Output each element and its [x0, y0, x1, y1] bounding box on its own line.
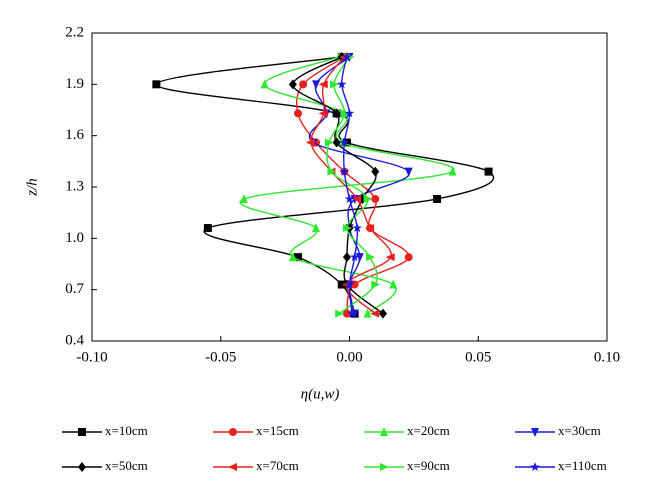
x-tick-label: 0.00 — [336, 349, 362, 365]
legend-marker — [228, 463, 237, 471]
data-point — [335, 309, 345, 318]
data-point — [288, 79, 297, 90]
y-tick-label: 2.2 — [65, 24, 84, 40]
legend-label: x=90cm — [407, 458, 450, 473]
data-point — [288, 252, 297, 262]
series-line — [292, 56, 384, 315]
data-point — [299, 80, 308, 89]
data-point — [312, 80, 321, 90]
legend-marker — [380, 427, 388, 436]
data-point — [365, 224, 375, 233]
x-tick-label: 0.05 — [465, 349, 491, 365]
legend-label: x=50cm — [105, 458, 148, 473]
series-line — [295, 56, 410, 314]
legend-label: x=70cm — [256, 458, 299, 473]
data-point — [484, 167, 493, 176]
series-line — [155, 56, 495, 314]
data-point — [312, 223, 321, 233]
y-axis-label: z/h — [24, 178, 40, 197]
data-point — [324, 138, 334, 147]
data-point — [332, 137, 341, 148]
data-point — [355, 253, 364, 263]
data-point — [337, 280, 346, 289]
data-point — [342, 252, 351, 263]
data-point — [339, 137, 350, 147]
legend-label: x=30cm — [558, 423, 601, 438]
x-tick-label: -0.05 — [205, 349, 236, 365]
data-point — [318, 109, 328, 118]
x-axis-label: η(u,w) — [301, 386, 340, 402]
data-point — [433, 194, 442, 203]
data-point — [294, 253, 302, 262]
data-point — [342, 309, 351, 318]
data-point — [294, 109, 302, 118]
y-tick-label: 1.9 — [65, 76, 84, 92]
data-point — [404, 253, 413, 262]
series-line — [310, 56, 392, 315]
data-point — [344, 193, 355, 204]
data-point — [378, 308, 387, 319]
legend-marker — [78, 428, 86, 436]
data-point — [370, 309, 380, 318]
data-point — [366, 253, 376, 262]
data-point — [363, 308, 372, 318]
data-point — [404, 167, 413, 177]
data-point — [371, 166, 380, 177]
legend-marker — [380, 463, 389, 471]
series-line — [326, 56, 378, 315]
data-point — [352, 223, 362, 233]
data-point — [337, 79, 347, 89]
data-point — [350, 280, 359, 289]
data-point — [305, 138, 315, 147]
legend-label: x=20cm — [407, 423, 450, 438]
data-point — [203, 224, 212, 233]
legend-label: x=110cm — [558, 458, 607, 473]
legend-label: x=10cm — [105, 423, 148, 438]
data-point — [371, 280, 381, 289]
legend-marker — [530, 462, 540, 472]
y-tick-label: 0.7 — [65, 281, 84, 297]
y-tick-label: 1.3 — [65, 178, 84, 194]
y-tick-label: 1.0 — [65, 230, 84, 246]
data-point — [389, 279, 398, 289]
data-point — [342, 51, 352, 62]
data-point — [332, 108, 341, 119]
legend-label: x=15cm — [256, 423, 299, 438]
legend-marker — [78, 462, 86, 472]
data-point — [344, 279, 355, 289]
data-point — [352, 194, 362, 203]
data-point — [385, 253, 395, 262]
legend-marker — [531, 428, 539, 437]
legend-marker — [229, 428, 237, 436]
data-point — [448, 166, 457, 176]
x-tick-label: 0.10 — [594, 349, 620, 365]
data-point — [152, 80, 161, 89]
data-point — [340, 109, 350, 118]
data-point — [342, 224, 352, 233]
y-tick-label: 1.6 — [65, 127, 84, 143]
series-line — [341, 56, 359, 314]
data-point — [363, 194, 373, 203]
data-point — [347, 308, 357, 318]
y-tick-label: 0.4 — [65, 332, 84, 348]
series-line — [308, 56, 410, 314]
x-tick-label: -0.10 — [76, 349, 107, 365]
series-line — [239, 56, 455, 315]
data-point — [318, 80, 328, 89]
data-point — [371, 194, 380, 203]
data-point — [239, 193, 248, 203]
data-point — [327, 167, 337, 176]
data-point — [349, 252, 360, 262]
data-point — [330, 80, 340, 89]
data-point — [260, 79, 269, 89]
data-point — [339, 166, 350, 176]
data-point — [344, 108, 355, 118]
